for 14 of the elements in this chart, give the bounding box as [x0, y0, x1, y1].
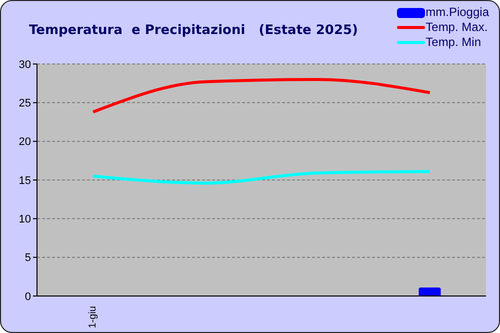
y-tick-label: 30	[18, 58, 31, 71]
y-tick-label: 20	[18, 136, 31, 148]
y-tick-label: 5	[24, 252, 31, 264]
y-tick-label: 15	[18, 174, 31, 187]
line-series	[92, 78, 432, 114]
y-tick-label: 10	[18, 214, 31, 226]
legend-label: Temp. Max.	[426, 20, 488, 35]
y-tick-label: 25	[18, 98, 31, 110]
legend-label: mm.Pioggia	[426, 5, 489, 20]
legend-label: Temp. Min	[426, 35, 481, 50]
y-tick-label: 0	[24, 290, 31, 303]
chart-title: Temperatura e Precipitazioni (Estate 2025)	[29, 23, 358, 38]
line-series	[92, 170, 432, 185]
x-tick-label: 1-giu	[88, 306, 99, 328]
